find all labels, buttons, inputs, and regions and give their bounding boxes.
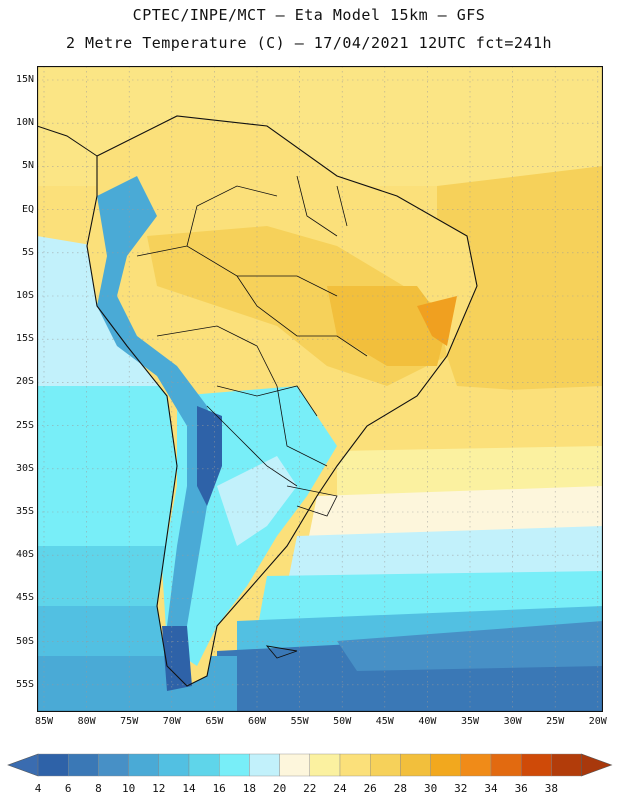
- colorbar-label: 38: [544, 782, 559, 795]
- colorbar-swatch: [490, 753, 522, 777]
- colorbar-swatch: [37, 753, 69, 777]
- lon-label: 75W: [120, 716, 139, 727]
- central-america-outline: [37, 125, 98, 157]
- colorbar-swatch: [279, 753, 311, 777]
- falkland-islands: [265, 645, 298, 659]
- colorbar-label: 8: [95, 782, 102, 795]
- colorbar-swatch: [460, 753, 492, 777]
- colorbar-max-arrow: [581, 753, 613, 777]
- lon-label: 35W: [460, 716, 480, 727]
- colorbar-label: 4: [34, 782, 42, 795]
- lon-label: 60W: [247, 716, 267, 727]
- lon-label: 20W: [588, 716, 607, 727]
- colorbar-label: 28: [393, 782, 408, 795]
- lon-label: 65W: [205, 716, 224, 727]
- colorbar-label: 30: [423, 782, 438, 795]
- map-frame: [37, 66, 603, 712]
- lat-label: 30S: [15, 462, 34, 474]
- colorbar-swatch: [400, 753, 431, 777]
- colorbar-swatch: [158, 753, 190, 777]
- colorbar-label: 24: [333, 782, 347, 795]
- colorbar-swatch: [128, 753, 160, 777]
- colorbar-swatch: [551, 753, 582, 777]
- colorbar-label: 14: [182, 782, 196, 795]
- colorbar-swatch: [370, 753, 401, 777]
- colorbar-swatch: [249, 753, 280, 777]
- colorbar-label: 6: [64, 782, 72, 795]
- lat-label: 55S: [15, 678, 34, 690]
- lat-label: 5S: [21, 246, 34, 258]
- lon-label: 30W: [503, 716, 522, 727]
- lat-label: 10N: [15, 117, 34, 129]
- lon-label: 80W: [77, 716, 96, 727]
- colorbar-swatch: [67, 753, 99, 777]
- colorbar-swatch: [218, 753, 250, 777]
- colorbar-swatch: [98, 753, 129, 777]
- lon-label: 40W: [418, 716, 437, 727]
- patagonia-south: [162, 626, 192, 691]
- chart-title: CPTEC/INPE/MCT – Eta Model 15km – GFS: [132, 6, 486, 24]
- colorbar-label: 36: [514, 782, 528, 795]
- colorbar-label: 18: [242, 782, 257, 795]
- continent-outline: [86, 115, 478, 687]
- lon-label: 45W: [375, 716, 394, 727]
- colorbar-swatch: [430, 753, 462, 777]
- northeast-hot: [417, 296, 457, 346]
- map-panel: [37, 66, 603, 712]
- lat-label: 50S: [15, 635, 34, 647]
- lat-label: 35S: [15, 506, 34, 517]
- temperature-map: [37, 66, 603, 712]
- colorbar-swatch: [339, 753, 371, 777]
- lat-label: EQ: [21, 203, 34, 215]
- pacific-zone-16: [37, 386, 197, 566]
- lat-label: 5N: [21, 160, 34, 172]
- lat-label: 40S: [15, 549, 34, 561]
- lon-label: 25W: [546, 716, 565, 727]
- lat-label: 20S: [15, 376, 34, 388]
- colorbar-label: 32: [454, 782, 468, 795]
- country-borders: [136, 175, 368, 517]
- zone-18: [287, 526, 603, 586]
- colorbar-label: 22: [303, 782, 317, 795]
- altiplano: [197, 406, 222, 506]
- colorbar-label: 10: [121, 782, 136, 795]
- colorbar-swatch: [309, 753, 341, 777]
- lon-label: 70W: [162, 716, 181, 727]
- colorbar-swatch: [188, 753, 220, 777]
- colorbar-swatch: [521, 753, 552, 777]
- lat-label: 45S: [15, 592, 34, 604]
- lat-label: 10S: [15, 290, 34, 301]
- colorbar-label: 26: [363, 782, 377, 795]
- colorbar: [7, 753, 613, 777]
- lon-label: 50W: [333, 716, 352, 727]
- andes-ridge: [97, 176, 217, 676]
- chart-subtitle: 2 Metre Temperature (C) – 17/04/2021 12U…: [65, 34, 553, 52]
- tropical-ocean-zone: [437, 166, 603, 396]
- colorbar-label: 20: [272, 782, 287, 795]
- lon-label: 85W: [34, 716, 54, 727]
- colorbar-label: 12: [152, 782, 166, 795]
- lon-label: 55W: [290, 716, 309, 727]
- lat-label: 15S: [15, 333, 34, 345]
- colorbar-min-arrow: [7, 753, 39, 777]
- lat-label: 25S: [15, 419, 34, 431]
- colorbar-label: 34: [484, 782, 498, 795]
- colorbar-label: 16: [212, 782, 226, 795]
- lat-label: 15N: [15, 74, 34, 85]
